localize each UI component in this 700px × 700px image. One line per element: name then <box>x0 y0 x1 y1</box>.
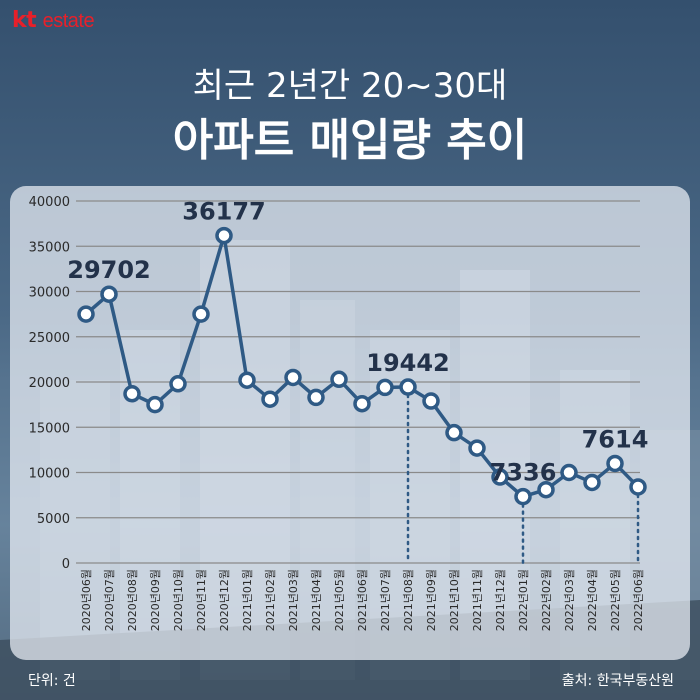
data-label: 7336 <box>490 459 557 487</box>
data-point <box>422 392 440 410</box>
y-tick-label: 5000 <box>37 512 70 527</box>
data-point <box>123 385 141 403</box>
data-label: 36177 <box>182 198 266 226</box>
y-tick-label: 10000 <box>29 467 70 482</box>
y-tick-label: 25000 <box>29 331 70 346</box>
logo-estate: estate <box>42 10 95 32</box>
brand-logo: kt estate <box>12 8 95 33</box>
data-point <box>330 370 348 389</box>
series-line <box>84 233 640 499</box>
x-tick-label: 2021년12월 <box>494 569 507 631</box>
data-point <box>399 378 417 396</box>
x-tick-label: 2022년05월 <box>609 569 622 631</box>
y-tick-layer: 0 5000 10000 15000 20000 25000 30000 35000 40000 <box>29 195 70 572</box>
data-point <box>514 487 532 506</box>
y-tick-label: 30000 <box>29 286 70 301</box>
x-tick-label: 2022년04월 <box>586 569 599 631</box>
y-tick-label: 20000 <box>29 376 70 391</box>
x-tick-label: 2020년09월 <box>149 569 162 631</box>
x-tick-label: 2022년01월 <box>517 569 530 631</box>
data-point <box>491 468 509 486</box>
x-tick-label: 2021년05월 <box>333 569 346 631</box>
x-tick-label: 2021년09월 <box>425 569 438 631</box>
data-point <box>192 305 210 323</box>
x-tick-label: 2020년08월 <box>126 569 139 631</box>
source-label: 출처: 한국부동산원 <box>561 673 674 689</box>
y-tick-label: 35000 <box>29 240 70 255</box>
x-tick-label: 2022년03월 <box>563 569 576 631</box>
x-tick-label: 2020년06월 <box>80 569 93 631</box>
x-tick-label: 2021년02월 <box>264 569 277 631</box>
data-point <box>583 473 601 492</box>
y-tick-label: 0 <box>62 557 70 572</box>
data-point <box>629 478 647 496</box>
x-tick-label: 2020년10월 <box>172 569 185 631</box>
data-label: 29702 <box>67 256 151 284</box>
data-point <box>376 378 394 397</box>
x-tick-label: 2021년11월 <box>471 569 484 631</box>
title-line-2: 아파트 매입량 추이 <box>172 115 528 166</box>
data-point <box>468 439 486 457</box>
x-tick-label: 2021년07월 <box>379 569 392 631</box>
x-tick-label: 2021년06월 <box>356 569 369 631</box>
data-point <box>261 390 279 408</box>
drop-line-layer <box>406 393 640 565</box>
x-tick-label: 2021년04월 <box>310 569 323 631</box>
data-point <box>537 480 555 499</box>
data-point <box>146 395 164 414</box>
x-tick-label: 2021년10월 <box>448 569 461 631</box>
data-point <box>169 375 187 393</box>
data-point <box>238 371 256 389</box>
unit-label: 단위: 건 <box>28 673 76 689</box>
data-point <box>353 394 371 413</box>
x-tick-label: 2020년11월 <box>195 569 208 631</box>
x-tick-layer: 2020년06월 2020년07월 2020년08월 2020년09월 2020년10월… <box>80 569 645 631</box>
x-tick-label: 2021년08월 <box>402 569 415 631</box>
title-line-1: 최근 2년간 20~30대 <box>192 66 508 106</box>
data-point <box>100 285 118 303</box>
y-tick-label: 40000 <box>29 195 70 210</box>
logo-kt: kt <box>12 8 37 33</box>
x-tick-label: 2020년12월 <box>218 569 231 631</box>
data-point <box>284 368 302 387</box>
grid-layer <box>76 200 640 564</box>
x-tick-label: 2021년03월 <box>287 569 300 631</box>
x-tick-label: 2022년02월 <box>540 569 553 631</box>
data-point <box>307 388 325 407</box>
data-point <box>77 305 95 323</box>
x-tick-label: 2021년01월 <box>241 569 254 631</box>
data-label: 7614 <box>582 425 649 453</box>
chart-panel <box>10 186 690 660</box>
x-tick-label: 2020년07월 <box>103 569 116 631</box>
data-point <box>445 423 463 442</box>
x-tick-label: 2022년06월 <box>632 569 645 631</box>
data-point <box>606 454 624 473</box>
marker-layer <box>77 226 647 506</box>
data-point <box>560 463 578 482</box>
y-tick-label: 15000 <box>29 421 70 436</box>
data-label-layer: 29702 36177 19442 7336 7614 <box>67 198 648 487</box>
data-label: 19442 <box>366 349 450 377</box>
data-point <box>215 226 233 245</box>
